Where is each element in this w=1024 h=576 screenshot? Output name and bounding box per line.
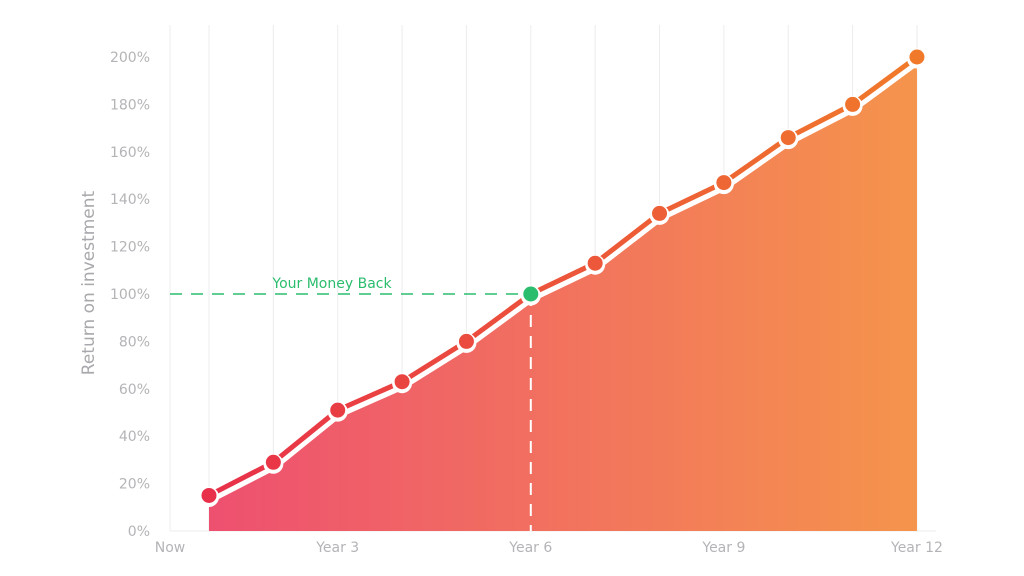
data-point	[845, 96, 861, 112]
x-tick-label: Year 9	[701, 540, 745, 556]
money-back-point	[523, 286, 539, 302]
data-point	[909, 49, 925, 65]
y-tick-label: 160%	[110, 145, 150, 161]
x-tick-label: Now	[155, 540, 186, 556]
y-tick-label: 200%	[110, 50, 150, 66]
data-point	[587, 255, 603, 271]
series-line	[207, 54, 919, 498]
data-point	[652, 205, 668, 221]
data-point	[330, 402, 346, 418]
data-point	[780, 130, 796, 146]
y-axis-label: Return on investment	[79, 190, 99, 375]
y-tick-label: 120%	[110, 240, 150, 256]
y-tick-label: 80%	[119, 334, 150, 350]
x-axis: Now Year 3 Year 6 Year 9 Year 12	[155, 540, 943, 556]
annotation-label: Your Money Back	[271, 276, 392, 292]
y-tick-label: 0%	[128, 524, 150, 540]
y-tick-label: 180%	[110, 97, 150, 113]
y-tick-label: 100%	[110, 287, 150, 303]
y-tick-label: 140%	[110, 192, 150, 208]
data-point	[201, 487, 217, 503]
plot-area	[170, 48, 927, 531]
x-tick-label: Year 3	[315, 540, 359, 556]
data-point	[716, 175, 732, 191]
y-tick-label: 60%	[119, 382, 150, 398]
x-tick-label: Year 6	[508, 540, 552, 556]
data-point	[265, 454, 281, 470]
data-point	[458, 333, 474, 349]
x-tick-label: Year 12	[890, 540, 943, 556]
y-tick-label: 40%	[119, 429, 150, 445]
data-point	[394, 374, 410, 390]
y-axis: 0% 20% 40% 60% 80% 100% 120% 140% 160% 180% 200%	[110, 50, 150, 540]
y-tick-label: 20%	[119, 477, 150, 493]
